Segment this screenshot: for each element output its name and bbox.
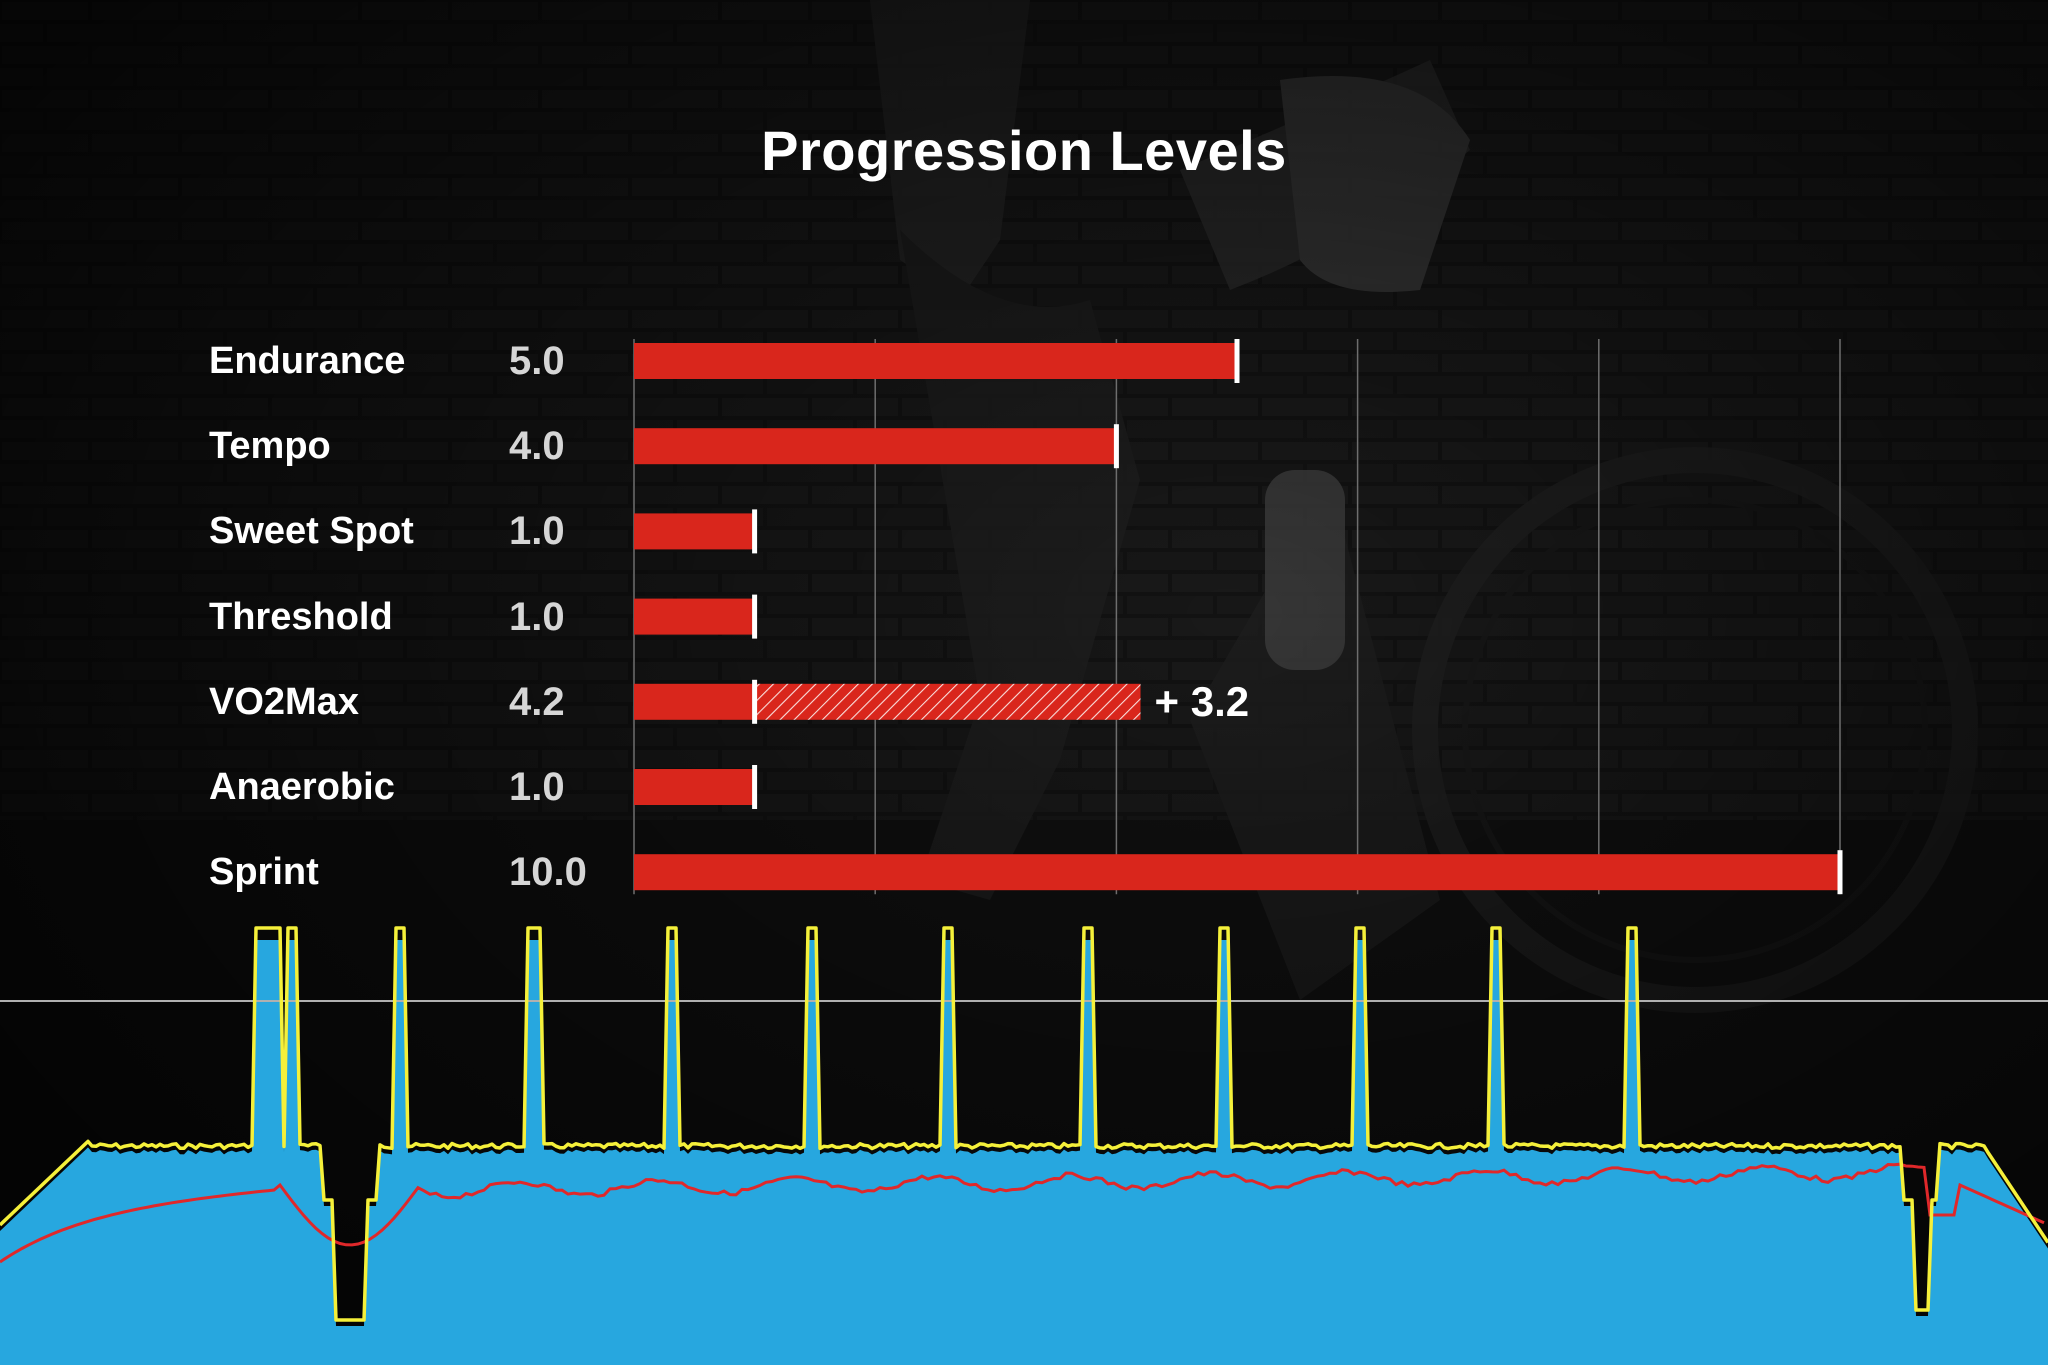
- value-label: 1.0: [509, 509, 565, 554]
- category-label: Tempo: [209, 425, 331, 468]
- bar-vo2max: [634, 683, 755, 720]
- bar-endurance: [634, 343, 1237, 379]
- bar-sweet-spot: [634, 513, 755, 550]
- heart-rate-line: [0, 1162, 2045, 1264]
- bar-end-marker: [1113, 424, 1119, 469]
- value-label: 5.0: [509, 339, 565, 383]
- value-label: 10.0: [509, 850, 587, 895]
- value-label: 4.0: [509, 424, 565, 469]
- category-label: VO2Max: [209, 680, 359, 723]
- bar-increase-hatched: [754, 683, 1141, 720]
- bar-end-marker: [752, 509, 758, 554]
- value-label: 1.0: [509, 765, 565, 809]
- bar-chart-bars: [634, 339, 1843, 895]
- category-label: Sprint: [209, 851, 319, 894]
- category-label: Anaerobic: [209, 766, 395, 808]
- bar-tempo: [634, 428, 1117, 465]
- value-label: 4.2: [509, 679, 565, 724]
- increase-annotation: + 3.2: [1154, 677, 1250, 725]
- category-label: Threshold: [209, 595, 393, 638]
- category-label: Endurance: [209, 340, 406, 382]
- bar-chart-gridlines: [633, 339, 1841, 895]
- bar-threshold: [634, 598, 755, 635]
- category-label: Sweet Spot: [209, 510, 414, 553]
- bar-end-marker: [752, 594, 758, 639]
- bar-anaerobic: [634, 769, 755, 805]
- bar-sprint: [634, 854, 1840, 891]
- chart-title: Progression Levels: [761, 119, 1287, 182]
- bar-end-marker: [1837, 850, 1843, 895]
- power-area: [0, 940, 2048, 1365]
- workout-trace: [0, 926, 2048, 1365]
- value-label: 1.0: [509, 594, 565, 639]
- target-power-line: [0, 926, 2048, 1322]
- bar-end-marker: [752, 765, 758, 809]
- bar-end-marker: [1234, 339, 1240, 383]
- bar-end-marker: [752, 679, 758, 724]
